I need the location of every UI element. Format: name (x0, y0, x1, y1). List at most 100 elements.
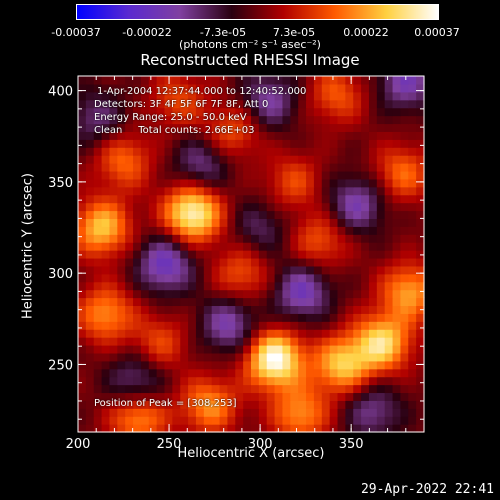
heatmap-cell (211, 416, 221, 425)
colorbar-tick-label: -0.00037 (51, 26, 101, 39)
heatmap-cell (345, 273, 354, 283)
heatmap-cell (140, 337, 150, 346)
heatmap-cell (290, 360, 299, 370)
heatmap-cell (368, 147, 378, 156)
heatmap-cell (298, 250, 307, 259)
heatmap-cell (188, 123, 197, 132)
heatmap-cell (93, 131, 103, 140)
heatmap-cell (258, 257, 268, 267)
heatmap-cell (227, 297, 236, 307)
heatmap-cell (329, 368, 339, 378)
heatmap-cell (117, 194, 126, 204)
heatmap-cell (85, 400, 95, 409)
heatmap-cell (203, 416, 213, 425)
heatmap-cell (329, 424, 339, 433)
heatmap-cell (93, 321, 103, 330)
heatmap-cell (266, 178, 276, 188)
heatmap-cell (258, 210, 268, 219)
heatmap-cell (400, 115, 409, 125)
heatmap-cell (306, 170, 315, 180)
heatmap-cell (243, 107, 252, 117)
heatmap-cell (313, 234, 323, 243)
heatmap-cell (290, 131, 299, 140)
heatmap-cell (266, 210, 276, 219)
heatmap-cell (274, 321, 284, 330)
heatmap-cell (156, 170, 166, 180)
heatmap-cell (101, 400, 111, 409)
heatmap-cell (290, 368, 299, 378)
heatmap-cell (203, 321, 213, 330)
heatmap-cell (298, 178, 307, 188)
heatmap-cell (188, 202, 197, 212)
heatmap-cell (384, 242, 394, 251)
heatmap-cell (140, 76, 150, 85)
heatmap-cell (337, 408, 346, 417)
heatmap-cell (211, 313, 221, 322)
heatmap-cell (282, 400, 291, 409)
heatmap-cell (109, 250, 118, 259)
heatmap-cell (156, 424, 166, 433)
heatmap-cell (117, 281, 126, 291)
heatmap-cell (251, 337, 260, 346)
heatmap-cell (353, 289, 362, 299)
heatmap-cell (125, 202, 134, 212)
heatmap-cell (353, 186, 362, 196)
heatmap-cell (306, 321, 315, 330)
heatmap-cell (188, 115, 197, 125)
heatmap-cell (156, 376, 166, 386)
heatmap-cell (148, 352, 158, 362)
heatmap-cell (361, 250, 370, 259)
heatmap-cell (400, 139, 409, 148)
heatmap-cell (345, 131, 354, 140)
heatmap-cell (172, 273, 181, 283)
heatmap-cell (274, 242, 284, 251)
heatmap-cell (353, 273, 362, 283)
heatmap-cell (384, 76, 394, 85)
heatmap-cell (235, 163, 244, 172)
heatmap-cell (258, 337, 268, 346)
heatmap-cell (345, 337, 354, 346)
heatmap-cell (345, 210, 354, 219)
heatmap-cell (211, 123, 221, 132)
heatmap-cell (337, 384, 346, 394)
heatmap-cell (148, 178, 158, 188)
heatmap-cell (274, 313, 284, 322)
heatmap-cell (188, 170, 197, 180)
heatmap-cell (251, 234, 260, 243)
heatmap-cell (258, 115, 268, 125)
heatmap-cell (258, 107, 268, 117)
heatmap-cell (251, 139, 260, 148)
heatmap-cell (188, 210, 197, 219)
heatmap-cell (251, 424, 260, 433)
heatmap-cell (376, 337, 386, 346)
heatmap-cell (125, 305, 134, 314)
heatmap-cell (195, 115, 205, 125)
heatmap-cell (125, 155, 134, 164)
heatmap-cell (133, 321, 142, 330)
heatmap-cell (125, 83, 134, 93)
heatmap-cell (408, 186, 417, 196)
heatmap-cell (78, 337, 87, 346)
heatmap-cell (78, 123, 87, 132)
heatmap-cell (298, 131, 307, 140)
heatmap-cell (203, 202, 213, 212)
heatmap-cell (164, 337, 173, 346)
heatmap-cell (321, 76, 331, 85)
heatmap-cell (353, 226, 362, 235)
heatmap-cell (203, 273, 213, 283)
heatmap-cell (109, 281, 118, 291)
heatmap-cell (195, 400, 205, 409)
heatmap-cell (400, 400, 409, 409)
heatmap-cell (368, 329, 378, 338)
heatmap-cell (235, 131, 244, 140)
heatmap-cell (188, 194, 197, 204)
heatmap-cell (361, 107, 370, 117)
heatmap-cell (368, 265, 378, 275)
heatmap-cell (85, 242, 95, 251)
heatmap-cell (172, 257, 181, 267)
heatmap-cell (203, 329, 213, 338)
heatmap-cell (408, 202, 417, 212)
heatmap-cell (219, 400, 229, 409)
heatmap-cell (337, 281, 346, 291)
heatmap-cell (133, 289, 142, 299)
